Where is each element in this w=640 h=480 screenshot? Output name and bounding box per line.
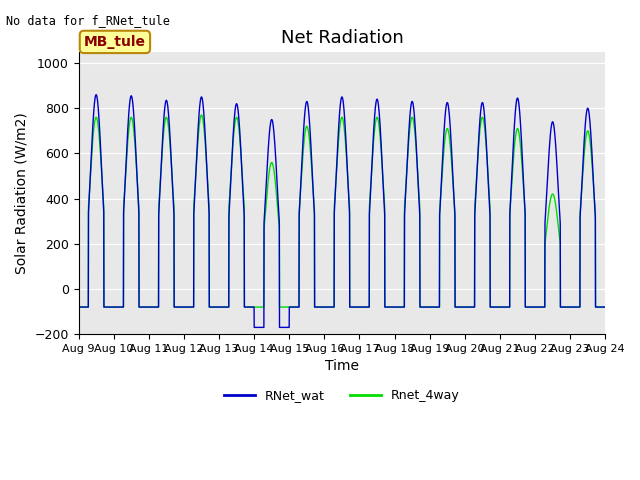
Text: MB_tule: MB_tule xyxy=(84,35,146,49)
Rnet_4way xyxy=(602,304,609,310)
Rnet_4way xyxy=(534,304,542,310)
Rnet_4way xyxy=(75,304,83,310)
RNet_wat xyxy=(277,324,285,330)
RNet_wat xyxy=(300,125,308,131)
RNet_wat xyxy=(166,136,174,142)
Legend: RNet_wat, Rnet_4way: RNet_wat, Rnet_4way xyxy=(219,384,465,407)
Line: Rnet_4way: Rnet_4way xyxy=(79,115,605,307)
Text: No data for f_RNet_tule: No data for f_RNet_tule xyxy=(6,14,170,27)
Y-axis label: Solar Radiation (W/m2): Solar Radiation (W/m2) xyxy=(15,112,29,274)
RNet_wat xyxy=(92,92,100,97)
RNet_wat xyxy=(250,324,258,330)
Rnet_4way xyxy=(198,112,205,118)
X-axis label: Time: Time xyxy=(325,360,359,373)
RNet_wat xyxy=(534,304,542,310)
RNet_wat xyxy=(75,304,83,310)
Line: RNet_wat: RNet_wat xyxy=(79,95,605,327)
Rnet_4way xyxy=(591,205,599,211)
Title: Net Radiation: Net Radiation xyxy=(280,29,403,48)
Rnet_4way xyxy=(166,140,174,146)
RNet_wat xyxy=(135,210,143,216)
Rnet_4way xyxy=(300,144,307,149)
Rnet_4way xyxy=(135,201,143,207)
RNet_wat xyxy=(602,304,609,310)
RNet_wat xyxy=(591,212,599,218)
Rnet_4way xyxy=(277,304,285,310)
